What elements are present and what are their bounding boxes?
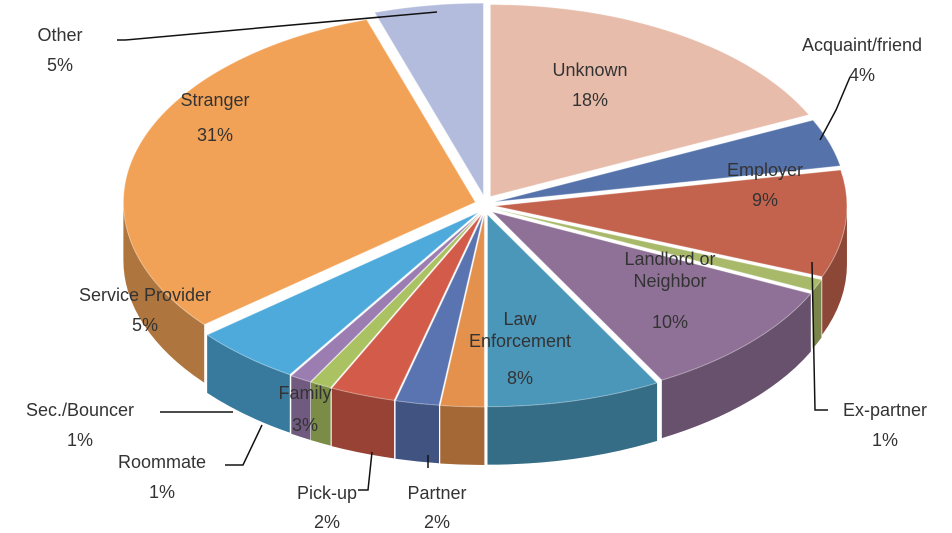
category-label: Other [37, 25, 83, 45]
slice-side [123, 202, 205, 383]
slice-shade [291, 375, 311, 440]
slice [206, 212, 479, 433]
value-label: 5% [46, 55, 74, 75]
slice [394, 214, 484, 464]
slice-top [494, 169, 848, 278]
slice [330, 214, 483, 459]
slice-side [661, 293, 811, 439]
value-label: 9% [751, 190, 779, 210]
value-label: 10% [651, 312, 689, 332]
value-label: 5% [131, 315, 159, 335]
slice-shade [440, 405, 485, 465]
slice [486, 213, 659, 465]
slice-top [309, 213, 481, 389]
leader-line [117, 11, 438, 41]
slice [122, 19, 477, 383]
slice-top [206, 212, 479, 376]
slice [309, 213, 481, 446]
category-label: Unknown [552, 60, 628, 80]
slice-top [394, 214, 484, 406]
slice [290, 213, 481, 440]
slice [490, 210, 812, 439]
slice-top [330, 214, 483, 401]
slice-side [395, 400, 440, 464]
slice-shade [812, 279, 822, 349]
slice-shade [822, 205, 847, 335]
category-label: Partner [407, 483, 467, 503]
slice-side [822, 205, 847, 335]
category-label: Service Provider [78, 285, 212, 305]
slice-side [291, 375, 311, 440]
slice-top [373, 2, 484, 197]
slice-side [440, 405, 485, 465]
value-label: 2% [313, 512, 341, 532]
slice [373, 2, 484, 197]
slice-shade [661, 293, 811, 439]
slice-shade [331, 388, 395, 459]
slice [494, 169, 848, 335]
leader-line [225, 424, 263, 466]
category-label: Law Enforcement [468, 309, 572, 351]
slice-top [490, 210, 812, 381]
leader-line [358, 451, 373, 491]
category-label: Pick-up [296, 483, 358, 503]
slice-top [489, 4, 810, 198]
leader-line [811, 261, 828, 411]
slice [439, 214, 485, 465]
slice-side [812, 279, 822, 349]
slice-top [439, 214, 485, 408]
category-label: Roommate [117, 452, 207, 472]
value-label: 1% [66, 430, 94, 450]
category-label: Family [278, 383, 332, 403]
category-label: Acquaint/friend [801, 35, 923, 55]
value-label: 1% [871, 430, 899, 450]
value-label: 18% [571, 90, 609, 110]
slice-side [487, 382, 658, 465]
slice-shade [207, 334, 290, 433]
category-label: Sec./Bouncer [25, 400, 135, 420]
slice-side [207, 334, 290, 433]
category-label: Employer [726, 160, 804, 180]
category-label: Ex-partner [842, 400, 928, 420]
category-label: Stranger [180, 90, 250, 110]
slice [489, 4, 810, 198]
leader-line [819, 76, 851, 141]
slice-shade [310, 382, 331, 446]
value-label: 8% [506, 368, 534, 388]
value-label: 1% [148, 482, 176, 502]
value-label: 2% [423, 512, 451, 532]
slice-side [310, 382, 331, 446]
slice [494, 119, 841, 203]
slice-top [290, 213, 481, 383]
value-label: 3% [291, 415, 319, 435]
slice-top [494, 119, 841, 203]
slice-side [331, 388, 395, 459]
slice-shade [487, 382, 658, 465]
category-label: Landlord or Neighbor [624, 249, 716, 291]
slice-shade [123, 202, 205, 383]
slice-top [486, 213, 659, 408]
value-label: 31% [196, 125, 234, 145]
slice-shade [395, 400, 440, 464]
slice-top [122, 19, 477, 326]
value-label: 4% [848, 65, 876, 85]
